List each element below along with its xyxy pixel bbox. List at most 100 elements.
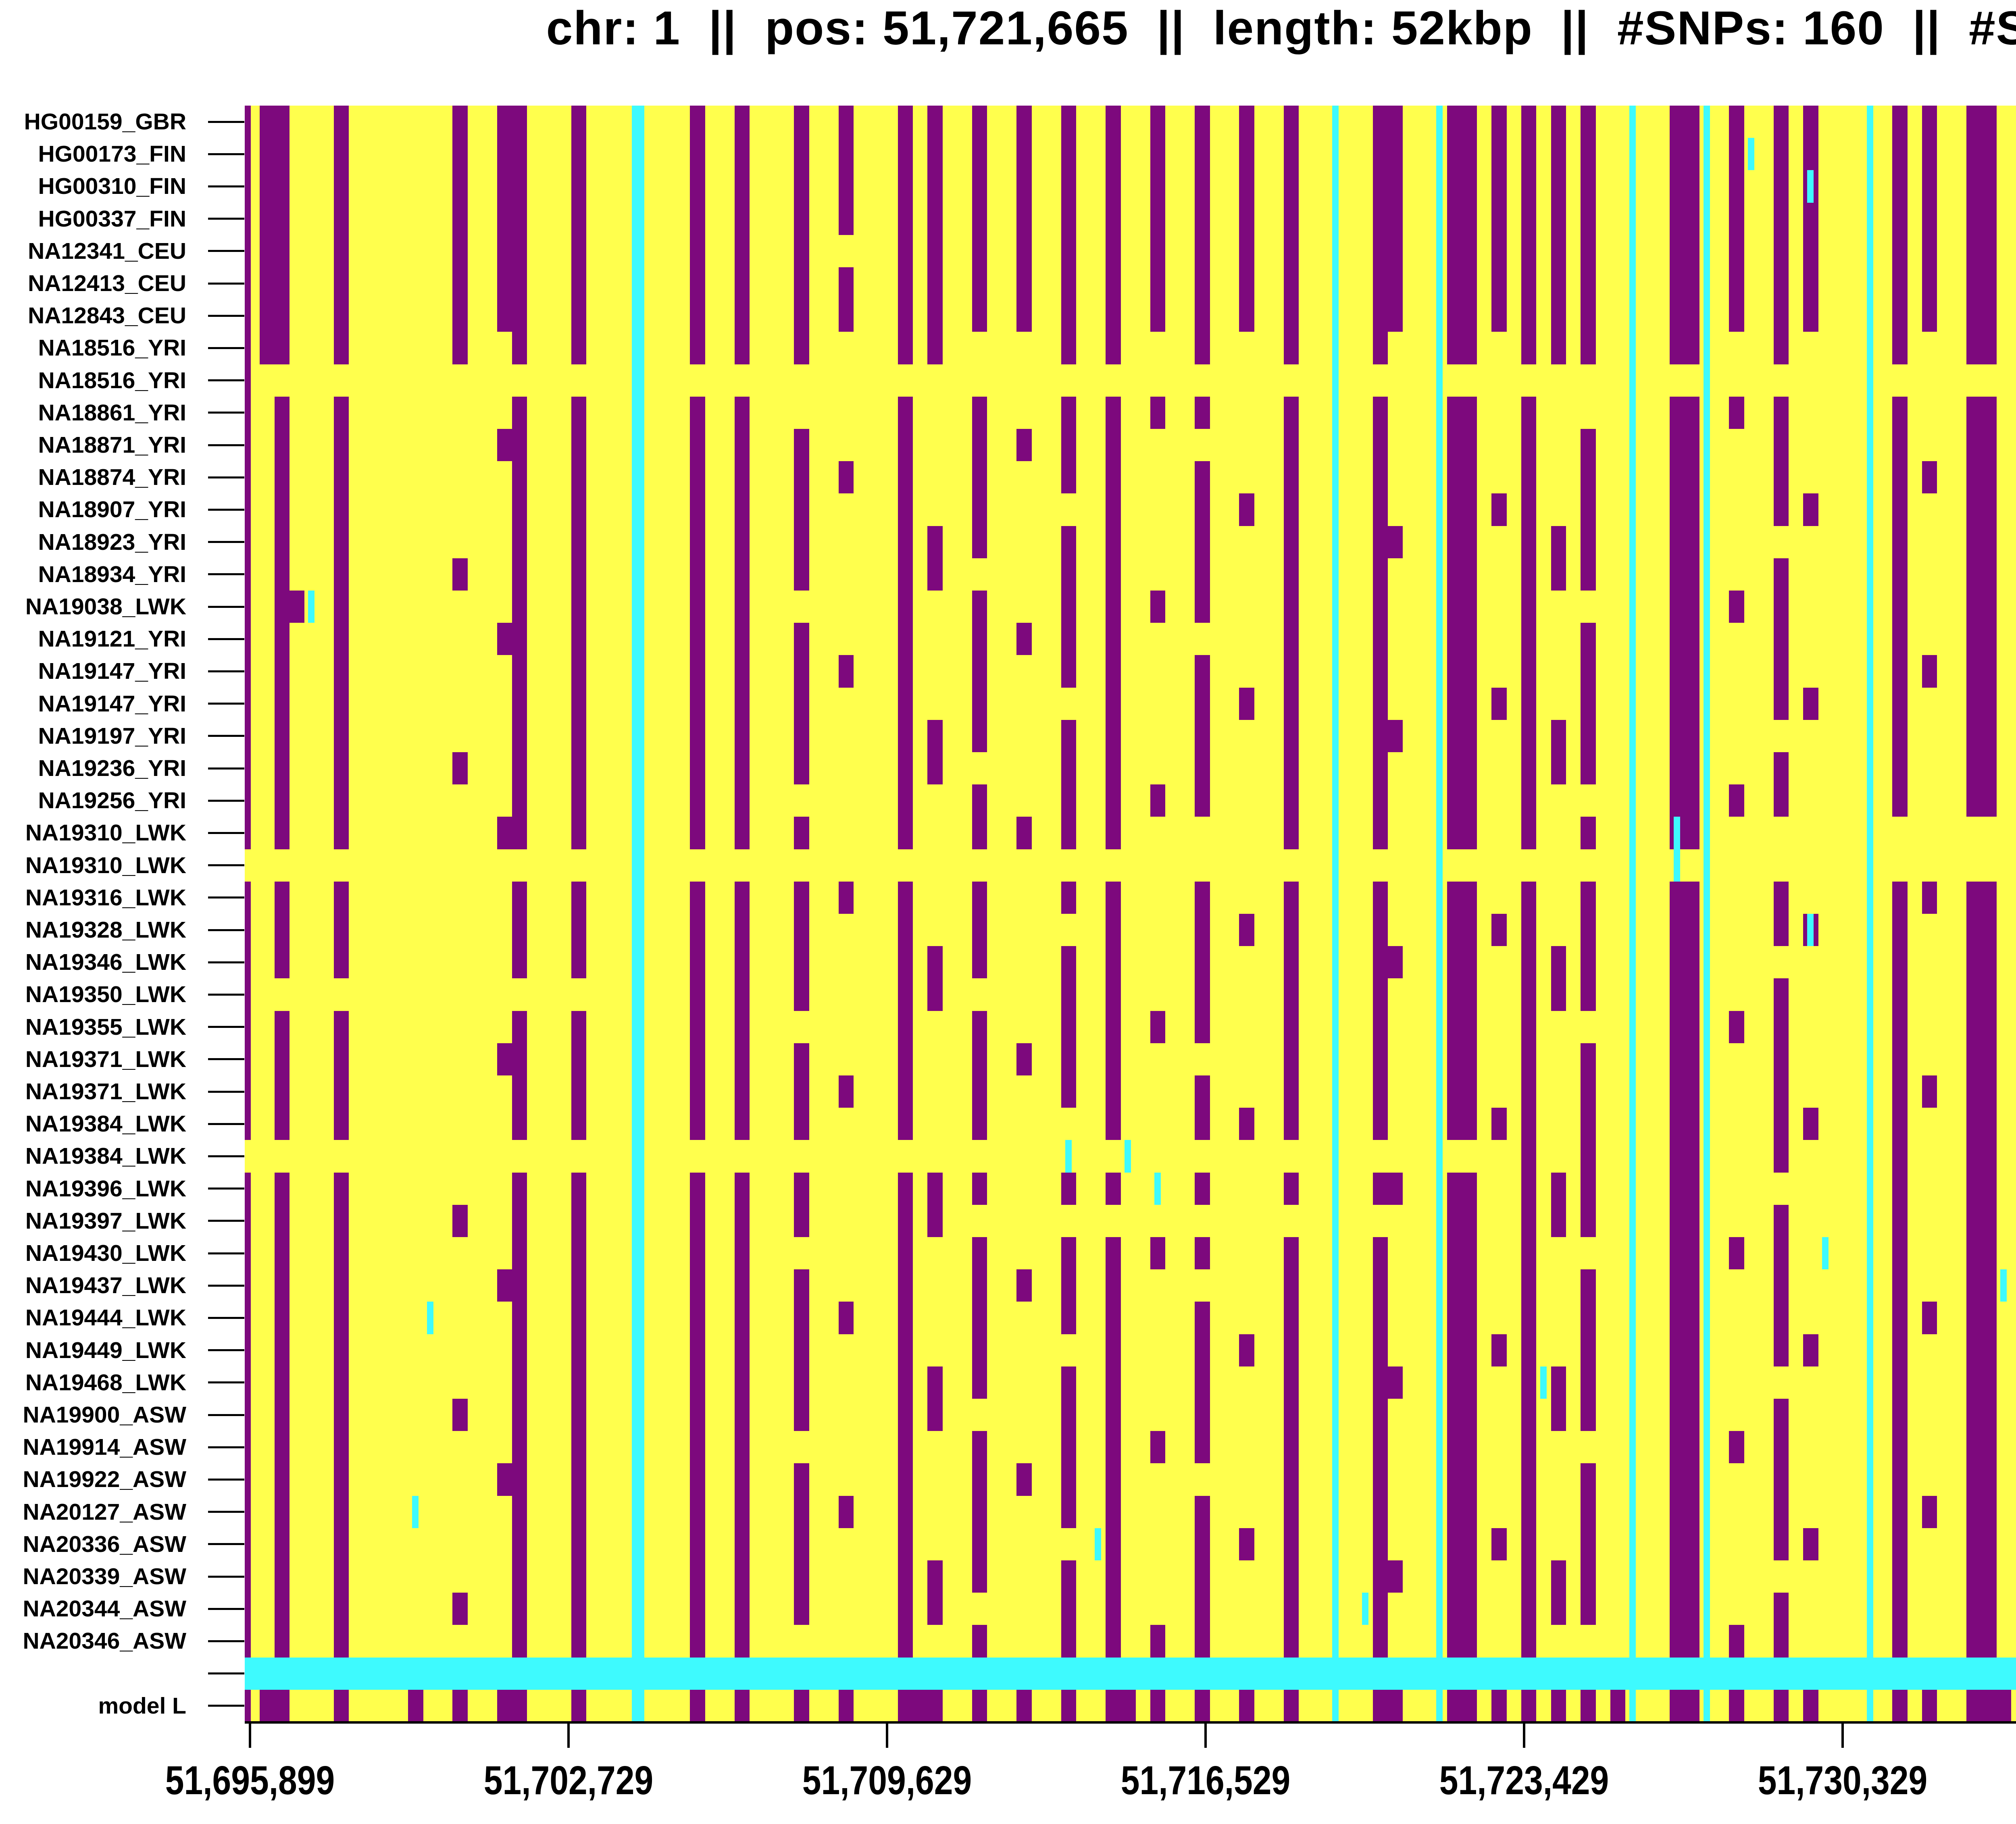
snp-cell <box>794 623 809 655</box>
snp-cell <box>972 914 987 946</box>
snp-cell <box>1670 1625 1685 1658</box>
snp-cell <box>1729 106 1744 138</box>
snp-cell <box>1892 396 1908 429</box>
sample-label: NA19922_ASW <box>23 1466 186 1493</box>
snp-cell <box>512 1269 527 1302</box>
row-background <box>245 558 2016 591</box>
snp-cell <box>1729 1431 1744 1464</box>
snp-cell <box>1684 784 1700 817</box>
cyan-speck-cell <box>1065 1140 1072 1173</box>
snp-cell <box>1981 1399 1997 1431</box>
snp-cell <box>245 299 251 332</box>
snp-cell <box>333 106 349 138</box>
snp-cell <box>1150 396 1166 429</box>
cyan-column-cell <box>632 1560 645 1593</box>
snp-cell <box>1966 202 1982 235</box>
snp-cell <box>972 1011 987 1044</box>
snp-cell <box>1447 202 1462 235</box>
snp-cell <box>333 429 349 462</box>
snp-cell <box>1981 461 1997 494</box>
cyan-column-cell <box>1629 558 1636 591</box>
snp-cell <box>1773 461 1789 494</box>
snp-cell <box>1447 978 1462 1011</box>
snp-cell <box>1283 1172 1299 1205</box>
snp-cell <box>1773 170 1789 203</box>
snp-cell <box>734 267 750 300</box>
snp-cell <box>245 1204 251 1237</box>
cyan-column-cell <box>1703 429 1710 462</box>
cyan-column-cell <box>1703 1463 1710 1496</box>
cyan-column-cell <box>1436 849 1443 882</box>
snp-cell <box>1447 170 1462 203</box>
snp-cell <box>734 429 750 462</box>
snp-cell <box>274 817 290 850</box>
snp-cell <box>1581 235 1596 268</box>
snp-cell <box>1387 267 1403 300</box>
snp-cell <box>972 299 987 332</box>
y-tick-mark <box>208 767 244 770</box>
cyan-column-cell <box>1629 170 1636 203</box>
snp-cell <box>1729 202 1744 235</box>
snp-cell <box>1061 1495 1077 1529</box>
snp-cell <box>898 591 913 623</box>
snp-cell <box>1684 1204 1700 1237</box>
snp-cell <box>1387 1560 1403 1593</box>
snp-cell <box>794 720 809 753</box>
snp-cell <box>1773 1528 1789 1561</box>
snp-cell <box>1372 687 1388 720</box>
snp-cell <box>794 1334 809 1367</box>
snp-cell <box>794 1463 809 1496</box>
snp-cell <box>1061 1625 1077 1658</box>
snp-cell <box>1283 202 1299 235</box>
snp-cell <box>1581 1593 1596 1625</box>
snp-cell <box>512 1011 527 1044</box>
snp-cell <box>1684 687 1700 720</box>
cyan-column-cell <box>1703 914 1710 946</box>
snp-cell <box>1892 558 1908 591</box>
snp-cell <box>690 1431 705 1464</box>
y-tick-mark <box>208 1446 244 1448</box>
snp-cell <box>1106 396 1121 429</box>
snp-cell <box>1195 881 1210 914</box>
snp-cell <box>1684 1689 1700 1722</box>
y-tick-mark <box>208 864 244 867</box>
cyan-column-cell <box>1332 138 1339 171</box>
snp-cell <box>1061 1172 1077 1205</box>
row-background <box>245 655 2016 688</box>
snp-cell <box>1447 881 1462 914</box>
sample-label: NA20336_ASW <box>23 1531 186 1557</box>
snp-cell <box>245 946 251 979</box>
cyan-column-cell <box>1866 655 1873 688</box>
cyan-column-cell <box>1703 1140 1710 1173</box>
snp-cell <box>734 784 750 817</box>
snp-cell <box>289 591 305 623</box>
snp-cell <box>927 170 943 203</box>
snp-cell <box>1462 784 1477 817</box>
snp-cell <box>1447 1075 1462 1108</box>
cyan-column-cell <box>1436 1625 1443 1658</box>
cyan-column-cell <box>632 1528 645 1561</box>
snp-cell <box>690 752 705 785</box>
snp-cell <box>512 1108 527 1140</box>
snp-cell <box>1981 493 1997 526</box>
snp-cell <box>1195 1108 1210 1140</box>
snp-cell <box>571 170 587 203</box>
row-background <box>245 429 2016 462</box>
snp-cell <box>1981 914 1997 946</box>
cyan-column-cell <box>632 1689 645 1722</box>
snp-cell <box>1195 1528 1210 1561</box>
cyan-column-cell <box>1866 591 1873 623</box>
cyan-column-cell <box>1436 429 1443 462</box>
snp-cell <box>1521 1689 1537 1722</box>
snp-cell <box>1195 655 1210 688</box>
snp-cell <box>1551 720 1566 753</box>
snp-cell <box>512 558 527 591</box>
snp-cell <box>1195 720 1210 753</box>
snp-cell <box>497 1463 512 1496</box>
y-tick-mark <box>208 541 244 543</box>
snp-cell <box>1996 1689 2012 1722</box>
row-background <box>245 946 2016 979</box>
snp-cell <box>512 1399 527 1431</box>
cyan-column-cell <box>1866 332 1873 365</box>
snp-cell <box>245 1366 251 1399</box>
